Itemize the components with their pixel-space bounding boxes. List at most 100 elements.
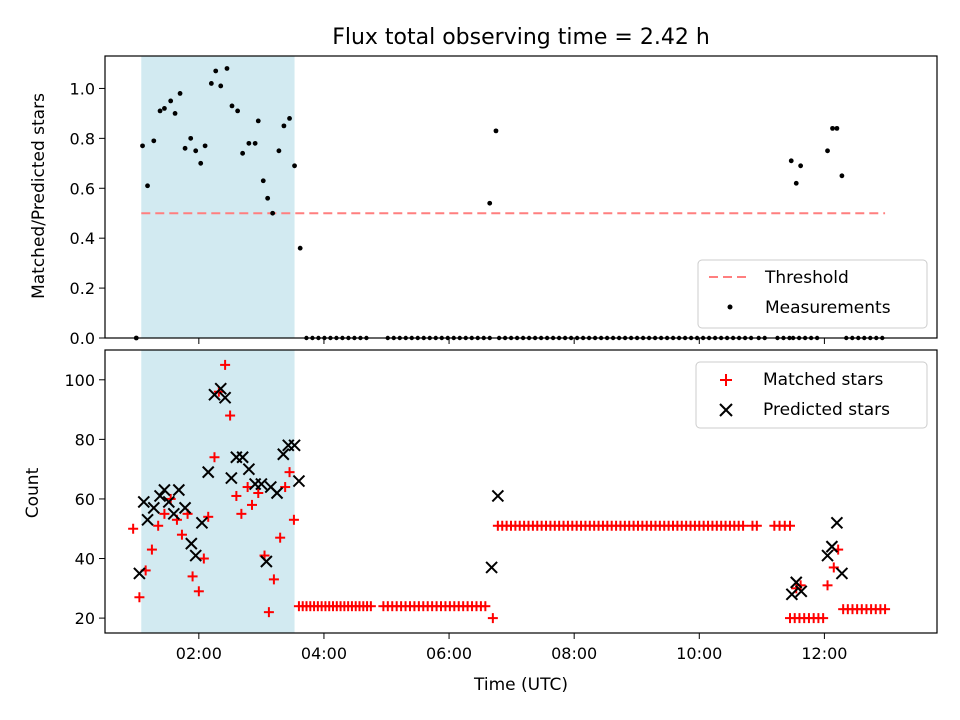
matched-star-point: [284, 467, 295, 478]
matched-star-point: [268, 574, 279, 585]
predicted-star-point: [242, 462, 256, 476]
y-tick-label: 80: [75, 430, 95, 449]
predicted-star-point: [172, 483, 186, 497]
y-tick-label: 0.2: [70, 279, 95, 298]
bottom-axes-frame: [104, 349, 938, 634]
y-tick-label: 0.4: [70, 229, 95, 248]
measurement-point: [270, 210, 276, 216]
predicted-star-point: [133, 567, 146, 580]
matched-star-point: [198, 553, 209, 564]
x-tick-label: 06:00: [426, 644, 472, 663]
measurement-point: [218, 83, 224, 89]
top-panel: 0.0 0.2 0.4 0.6 0.8 1.0 Matched/Predicted sta…: [29, 55, 938, 348]
matched-star-point: [146, 544, 157, 555]
matched-star-point: [134, 592, 145, 603]
predicted-star-point: [236, 451, 249, 464]
measurement-point: [224, 66, 230, 71]
predicted-star-point: [830, 516, 844, 529]
measurement-point: [246, 140, 252, 146]
predicted-star-point: [255, 477, 268, 491]
measurement-point: [839, 173, 845, 179]
measurement-point: [281, 123, 287, 129]
measurement-point: [213, 68, 219, 74]
measurement-point: [493, 128, 499, 134]
measurement-point: [208, 81, 214, 86]
bottom-y-axis-label: Count: [23, 467, 43, 518]
predicted-star-point: [785, 588, 799, 601]
matched-star-point: [209, 452, 220, 463]
predicted-star-point: [225, 471, 238, 485]
predicted-star-point: [162, 495, 176, 509]
predicted-star-point: [167, 507, 181, 521]
top-axes-frame: [104, 55, 938, 339]
matched-star-point: [231, 490, 242, 501]
highlight-span: [141, 56, 295, 338]
matched-star-point: [247, 499, 258, 510]
x-axis-label: Time (UTC): [473, 675, 568, 695]
legend-measurements-label: Measurements: [765, 298, 891, 318]
measurement-point: [151, 138, 157, 144]
measurement-point: [825, 148, 830, 154]
y-tick-label: 100: [64, 371, 95, 390]
measurement-point: [834, 125, 840, 131]
predicted-star-point: [825, 540, 839, 553]
chart-title: Flux total observing time = 2.42 h: [332, 25, 710, 50]
predicted-star-point: [288, 439, 301, 452]
measurement-point: [182, 145, 188, 151]
legend-threshold-label: Threshold: [764, 268, 849, 288]
predicted-star-point: [485, 561, 498, 574]
predicted-star-point: [270, 486, 284, 500]
measurement-point: [798, 163, 804, 169]
predicted-star-point: [277, 448, 290, 461]
top-legend: Threshold Measurements: [697, 259, 928, 329]
measurement-point: [177, 91, 183, 96]
y-tick-label: 60: [75, 490, 95, 509]
measurement-point: [255, 118, 261, 124]
matched-star-point: [288, 514, 299, 525]
predicted-star-point: [821, 549, 834, 562]
matched-star-point: [176, 529, 187, 540]
matched-star-point: [880, 604, 891, 615]
y-tick-label: 1.0: [70, 79, 95, 98]
x-tick-label: 04:00: [301, 644, 347, 663]
bottom-panel: 20 40 60 80 100 02:00 04:00 06:00 08:00 10:00 12:…: [23, 349, 938, 695]
legend-matched-label: Matched stars: [763, 370, 883, 390]
matched-star-point: [253, 487, 264, 498]
matched-star-point: [487, 613, 498, 624]
measurement-point: [260, 178, 266, 184]
predicted-star-point: [292, 474, 306, 488]
x-tick-label: 08:00: [551, 644, 597, 663]
predicted-star-point: [214, 382, 227, 395]
measurement-point: [793, 180, 799, 186]
matched-star-point: [193, 586, 204, 597]
matched-star-point: [236, 508, 247, 519]
matched-star-point: [751, 520, 762, 531]
matched-star-point: [822, 580, 833, 591]
y-tick-label: 40: [75, 550, 95, 569]
matched-star-point: [153, 520, 164, 531]
matched-star-point: [263, 607, 274, 618]
measurement-point: [157, 108, 163, 114]
measurement-point: [252, 140, 258, 146]
legend-measurements-swatch: [727, 304, 733, 310]
measurement-point: [292, 163, 297, 169]
matched-star-point: [275, 532, 286, 543]
predicted-star-point: [137, 495, 150, 509]
y-tick-label: 0.6: [70, 179, 95, 198]
matched-star-point: [159, 508, 170, 519]
matched-star-point: [128, 523, 139, 534]
matched-star-point: [480, 601, 491, 612]
predicted-star-point: [153, 489, 167, 503]
measurement-point: [830, 125, 835, 131]
y-tick-label: 0.0: [70, 329, 95, 348]
matched-star-point: [220, 359, 231, 370]
legend-predicted-swatch: [719, 403, 733, 417]
predicted-star-point: [141, 513, 154, 527]
measurement-point: [287, 115, 292, 121]
measurement-point: [168, 98, 174, 104]
measurement-point: [140, 143, 145, 149]
measurement-point: [487, 200, 493, 206]
predicted-star-point: [795, 585, 808, 598]
predicted-star-point: [790, 576, 803, 589]
measurement-point: [229, 103, 235, 109]
